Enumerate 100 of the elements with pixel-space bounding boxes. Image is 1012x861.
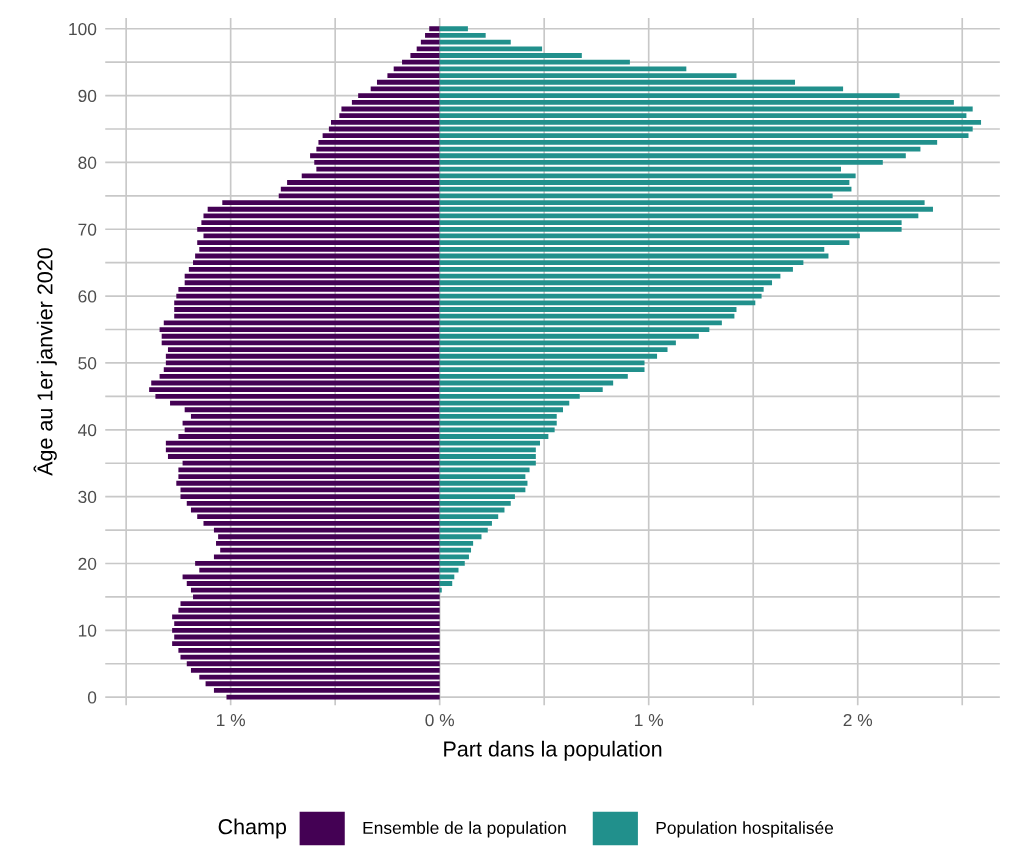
y-tick-label: 100: [69, 22, 97, 36]
y-axis-title: Âge au 1er janvier 2020: [33, 248, 57, 476]
bar: [439, 373, 628, 379]
y-tick-label: 20: [78, 557, 97, 570]
bar: [439, 153, 906, 159]
bar: [439, 494, 515, 500]
bar: [410, 53, 440, 58]
bar: [439, 99, 954, 105]
bar: [376, 79, 440, 85]
bar: [439, 33, 486, 38]
bar: [439, 240, 850, 246]
bar: [322, 133, 440, 139]
bar: [439, 139, 938, 145]
x-axis-title: Part dans la population: [444, 740, 662, 761]
y-tick-label: 90: [78, 89, 97, 103]
legend-title: Champ: [218, 818, 287, 839]
bar: [159, 373, 440, 379]
bar: [439, 287, 764, 292]
bar: [439, 367, 645, 373]
bar: [439, 353, 658, 359]
bar: [439, 79, 796, 85]
bar: [178, 647, 440, 653]
bar: [351, 99, 440, 105]
bar: [439, 266, 793, 272]
bar: [439, 514, 499, 520]
bar: [178, 474, 440, 479]
bar: [186, 581, 440, 586]
bar: [180, 494, 440, 500]
x-tick-label: 1 %: [217, 714, 245, 727]
bar: [439, 200, 925, 205]
bar: [193, 260, 440, 266]
bar: [199, 246, 440, 252]
bar: [197, 240, 440, 246]
bar: [339, 113, 440, 119]
x-tick-label: 2 %: [843, 713, 873, 727]
bar: [205, 681, 440, 687]
y-tick-label: 50: [78, 357, 97, 370]
bar: [178, 287, 440, 292]
bar: [310, 153, 440, 159]
bar: [178, 607, 440, 613]
bar: [439, 541, 474, 546]
bar: [172, 641, 440, 647]
bar: [439, 113, 967, 119]
bar: [197, 226, 440, 232]
bar: [439, 474, 526, 479]
bar: [439, 160, 883, 165]
bar: [318, 139, 440, 145]
bar: [163, 367, 440, 373]
bar: [429, 26, 440, 32]
bar: [439, 407, 563, 413]
bar: [195, 561, 440, 566]
legend-label: Population hospitalisée: [656, 821, 834, 838]
y-tick-label: 70: [78, 223, 97, 236]
bar: [439, 347, 668, 352]
bar: [330, 119, 440, 125]
bar: [439, 206, 933, 212]
bar: [184, 280, 440, 286]
bar: [439, 561, 465, 566]
bar: [226, 694, 440, 700]
bar: [439, 414, 557, 419]
bar: [186, 661, 440, 667]
bar: [149, 387, 440, 393]
bar: [439, 534, 482, 540]
bar: [222, 200, 440, 205]
bar: [190, 668, 440, 673]
bar: [439, 387, 603, 393]
bar: [439, 93, 900, 99]
bar: [197, 514, 440, 520]
bar: [387, 73, 440, 78]
bar: [439, 587, 442, 593]
bar: [439, 133, 969, 139]
bar: [172, 627, 440, 633]
bar: [180, 601, 440, 606]
bar: [439, 393, 580, 399]
bar: [159, 327, 440, 332]
bar: [314, 160, 440, 165]
legend-label: Ensemble de la population: [363, 821, 566, 838]
bar: [167, 347, 440, 352]
bar: [188, 266, 440, 272]
bar: [176, 480, 440, 486]
bar: [190, 414, 440, 419]
bar: [439, 180, 850, 185]
bar: [439, 280, 773, 286]
bar: [178, 434, 440, 439]
bar: [167, 454, 440, 459]
y-tick-label: 60: [78, 290, 97, 303]
bar: [155, 393, 440, 399]
bar: [201, 220, 440, 226]
bar: [203, 520, 440, 526]
x-tick-label: 1 %: [635, 714, 664, 727]
bar: [439, 246, 825, 252]
bar: [439, 53, 582, 58]
bar: [213, 688, 440, 693]
bar: [439, 327, 710, 332]
bar: [425, 33, 440, 38]
y-tick-label: 10: [78, 624, 97, 637]
bar: [439, 434, 549, 439]
x-tick-label: 0 %: [425, 713, 455, 727]
bar: [439, 500, 511, 506]
bar: [439, 454, 536, 459]
